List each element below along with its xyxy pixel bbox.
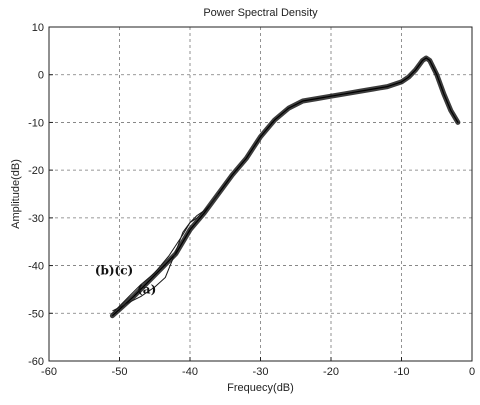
y-tick-label: -40 bbox=[28, 261, 44, 273]
y-tick-label: 10 bbox=[32, 22, 44, 34]
x-axis-label: Frequecy(dB) bbox=[227, 382, 294, 394]
x-tick-label: 0 bbox=[469, 366, 475, 378]
chart-title: Power Spectral Density bbox=[203, 7, 318, 19]
y-tick-label: -20 bbox=[28, 165, 44, 177]
x-tick-label: -10 bbox=[394, 366, 410, 378]
y-tick-label: -60 bbox=[28, 356, 44, 368]
annotation-label: (a) bbox=[137, 282, 156, 296]
y-tick-label: -30 bbox=[28, 213, 44, 225]
y-tick-label: -50 bbox=[28, 308, 44, 320]
y-axis-label: Amplitude(dB) bbox=[10, 159, 22, 229]
x-tick-label: -40 bbox=[182, 366, 198, 378]
y-tick-label: 0 bbox=[38, 70, 44, 82]
annotation-label: (b)(c) bbox=[95, 263, 133, 277]
x-tick-label: -20 bbox=[323, 366, 339, 378]
x-tick-label: -50 bbox=[112, 366, 128, 378]
x-tick-label: -30 bbox=[253, 366, 269, 378]
y-tick-label: -10 bbox=[28, 117, 44, 129]
